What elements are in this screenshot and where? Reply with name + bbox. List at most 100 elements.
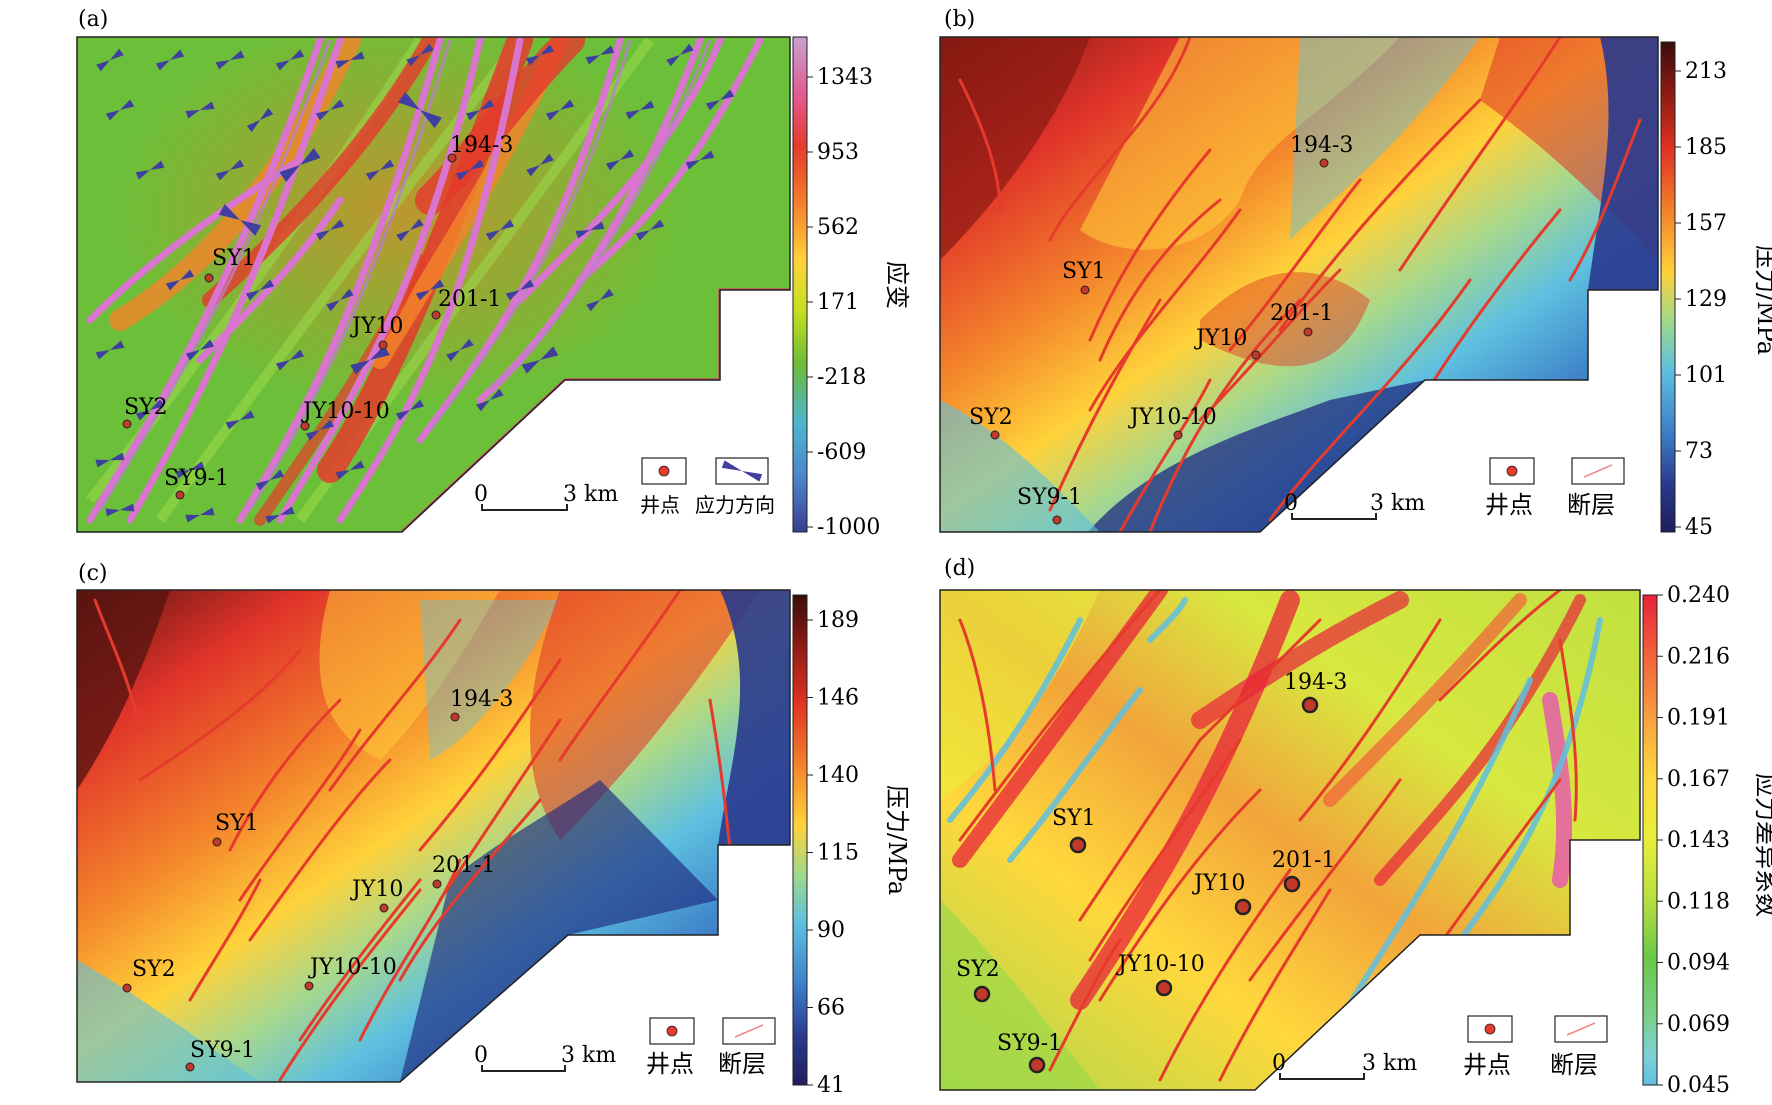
well-marker: 201-1 (431, 287, 501, 320)
panel-a-map (77, 37, 790, 532)
legend-stress-label: 应力方向 (695, 493, 775, 517)
colorbar-tick-label: 66 (817, 996, 845, 1021)
legend-well-label: 井点 (646, 1050, 694, 1078)
fault-line-icon (1566, 1022, 1596, 1036)
well-marker: SY9-1 (1017, 485, 1082, 525)
scale-zero: 0 (1272, 1051, 1286, 1076)
well-label: SY2 (969, 405, 1013, 430)
scale-bar: 0 3 km (474, 482, 618, 511)
colorbar-tick-label: 41 (817, 1073, 845, 1098)
well-label: JY10 (1194, 326, 1247, 351)
well-marker: JY10 (350, 877, 403, 913)
panel-c-tag: (c) (78, 561, 108, 586)
well-label: JY10 (1192, 871, 1245, 896)
colorbar-tick-label: 0.143 (1667, 828, 1730, 853)
well-marker-icon (1484, 1023, 1496, 1035)
colorbar-tick-label: -1000 (817, 515, 880, 540)
well-marker: JY10 (350, 314, 403, 350)
well-label: 201-1 (1272, 848, 1335, 873)
stress-direction-icon (721, 460, 763, 482)
fault-line-icon (734, 1024, 764, 1038)
scale-bar: 0 3 km (474, 1043, 616, 1072)
well-marker: 201-1 (1272, 848, 1335, 893)
panel-d-tag: (d) (944, 556, 975, 581)
colorbar-title: 应变 (883, 261, 911, 309)
colorbar-tick-label: 0.118 (1667, 889, 1730, 914)
fault-line-icon (1583, 464, 1613, 478)
well-marker: SY1 (1062, 259, 1106, 295)
fault-lines (93, 590, 733, 1082)
legend: 井点 断层 (1485, 457, 1625, 519)
well-label: 201-1 (432, 853, 495, 878)
legend: 井点 应力方向 (640, 457, 775, 517)
colorbar-tick-label: 0.167 (1667, 767, 1730, 792)
scale-zero: 0 (474, 1043, 488, 1068)
well-label: JY10 (350, 877, 403, 902)
well-marker: JY10 (1194, 326, 1261, 360)
colorbar-tick-label: 0.069 (1667, 1012, 1730, 1037)
well-label: SY9-1 (997, 1031, 1062, 1056)
colorbar-title: 压力/MPa (883, 785, 911, 895)
well-marker: SY9-1 (185, 1038, 255, 1072)
well-label: SY1 (212, 246, 256, 271)
scale-label: 3 km (563, 482, 618, 507)
colorbar-title: 压力/MPa (1752, 245, 1772, 355)
well-label: JY10-10 (308, 955, 397, 980)
colorbar-title: 应力差异系数 (1752, 773, 1772, 917)
well-marker: JY10-10 (1128, 405, 1217, 440)
colorbar-tick-label: 0.191 (1667, 706, 1730, 731)
colorbar-tick-label: 1343 (817, 65, 873, 90)
well-marker: 194-3 (447, 133, 513, 163)
well-label: SY2 (132, 957, 176, 982)
colorbar-tick-label: 0.240 (1667, 583, 1730, 608)
colorbar-tick-label: 171 (817, 290, 859, 315)
colorbar-tick-label: 73 (1685, 439, 1713, 464)
legend-well-label: 井点 (640, 493, 680, 517)
colorbar-tick-label: 185 (1685, 135, 1727, 160)
colorbar-tick-label: 0.094 (1667, 951, 1730, 976)
colorbar-tick-label: 146 (817, 686, 859, 711)
panel-c-wells: 194-3 SY1 201-1 JY10 SY2 JY10-10 SY9-1 (122, 687, 513, 1072)
colorbar-tick-label: 0.216 (1667, 644, 1730, 669)
panel-b-tag: (b) (944, 7, 975, 32)
legend-fault-box (1571, 457, 1625, 485)
scale-bar: 0 3 km (1284, 491, 1425, 520)
well-marker: JY10 (1192, 871, 1252, 916)
well-marker: SY1 (1052, 806, 1096, 854)
panel-c-map (77, 590, 790, 1082)
colorbar-tick-label: 0.045 (1667, 1073, 1730, 1098)
well-marker: SY9-1 (997, 1031, 1062, 1074)
well-marker: JY10-10 (304, 955, 397, 991)
colorbar-tick-label: 45 (1685, 515, 1713, 540)
colorbar-tick-label: 101 (1685, 363, 1727, 388)
colorbar-tick-label: 129 (1685, 287, 1727, 312)
well-marker: SY2 (122, 957, 176, 993)
well-label: 194-3 (450, 133, 513, 158)
well-marker: 194-3 (450, 687, 513, 722)
panel-b-wells: 194-3 SY1 201-1 JY10 SY2 JY10-10 SY9-1 (969, 133, 1353, 525)
scale-label: 3 km (561, 1043, 616, 1068)
well-label: SY2 (124, 395, 168, 420)
well-marker: JY10-10 (300, 399, 390, 431)
colorbar-tick-label: 115 (817, 841, 859, 866)
scale-label: 3 km (1362, 1051, 1417, 1076)
well-label: SY1 (1062, 259, 1106, 284)
legend-well-label: 井点 (1463, 1051, 1511, 1079)
well-label: 194-3 (1290, 133, 1353, 158)
well-marker-icon (666, 1025, 678, 1037)
legend-fault-label: 断层 (718, 1050, 766, 1078)
colorbar-tick-label: -218 (817, 365, 866, 390)
panel-a-wells: 194-3 SY1 201-1 JY10 SY2 JY10-10 SY9-1 (122, 133, 513, 500)
legend: 井点 断层 (646, 1017, 776, 1078)
well-marker: SY1 (212, 811, 259, 847)
well-marker: 201-1 (432, 853, 495, 889)
legend-fault-label: 断层 (1567, 491, 1615, 519)
well-marker: SY2 (969, 405, 1013, 440)
well-marker: SY9-1 (164, 466, 229, 500)
scale-bar: 0 3 km (1272, 1051, 1417, 1080)
panel-d-map (940, 590, 1640, 1090)
well-label: 194-3 (1284, 670, 1347, 695)
panel-a: (a) (76, 7, 911, 540)
fault-lines (958, 590, 1578, 1082)
colorbar-tick-label: 213 (1685, 59, 1727, 84)
